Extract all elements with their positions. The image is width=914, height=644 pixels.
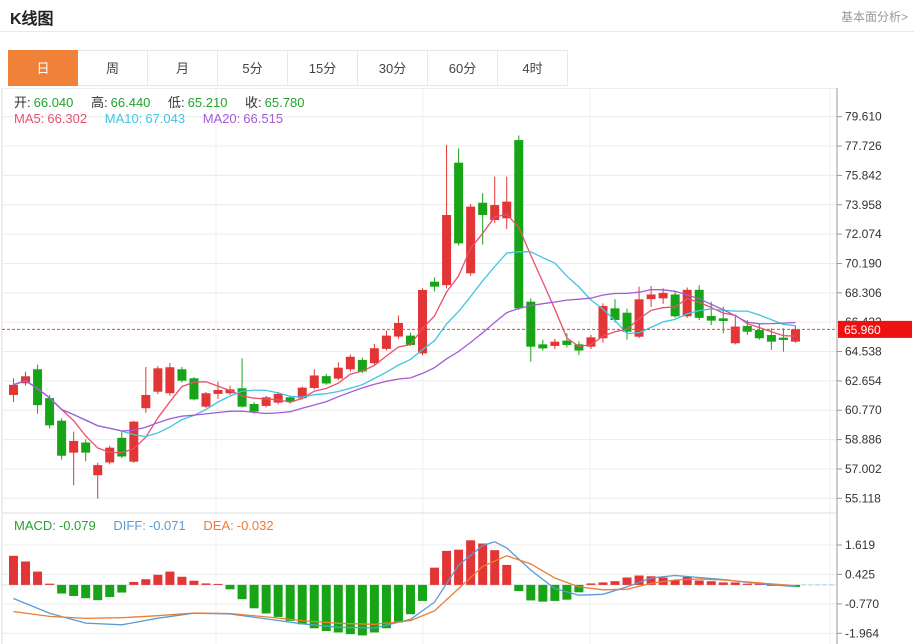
y-axis-label: 60.770 <box>845 403 882 417</box>
y-axis-label: 73.958 <box>845 198 882 212</box>
macd-y-axis-label: 1.619 <box>845 538 875 552</box>
macd-y-axis-label: -0.770 <box>845 597 879 611</box>
tab-日[interactable]: 日 <box>8 50 78 86</box>
dea-line <box>13 555 796 625</box>
low-label: 低: <box>168 95 185 110</box>
diff-line <box>13 541 796 629</box>
high-value: 66.440 <box>110 95 151 110</box>
ma20-label: MA20: <box>202 111 241 126</box>
low-value: 65.210 <box>187 95 228 110</box>
dea-label: DEA: <box>203 518 234 533</box>
tab-周[interactable]: 周 <box>78 50 148 86</box>
tab-30分[interactable]: 30分 <box>358 50 428 86</box>
dea-value: -0.032 <box>236 518 274 533</box>
diff-label: DIFF: <box>113 518 146 533</box>
period-tabs: 日周月 5分 15分 30分 60分 4时 <box>8 50 568 86</box>
header-divider <box>0 31 914 32</box>
close-label: 收: <box>245 95 262 110</box>
ma10-line <box>13 251 796 438</box>
y-axis-label: 55.118 <box>845 491 881 505</box>
y-axis-label: 75.842 <box>845 168 882 182</box>
ma5-line <box>13 213 796 454</box>
ma10-label: MA10: <box>104 111 143 126</box>
current-price-badge: 65.960 <box>838 320 912 338</box>
y-axis-label: 68.306 <box>845 286 882 300</box>
diff-value: -0.071 <box>148 518 186 533</box>
high-label: 高: <box>91 95 108 110</box>
ma-row: MA5: 66.302 MA10: 67.043 MA20: 66.515 <box>14 111 286 126</box>
open-label: 开: <box>14 95 31 110</box>
open-value: 66.040 <box>33 95 74 110</box>
y-axis-label: 72.074 <box>845 227 882 241</box>
ma20-value: 66.515 <box>243 111 284 126</box>
y-axis-label: 58.886 <box>845 433 882 447</box>
macd-row: MACD: -0.079 DIFF: -0.071 DEA: -0.032 <box>14 518 277 533</box>
ma5-label: MA5: <box>14 111 45 126</box>
current-price-value: 65.960 <box>844 323 881 337</box>
ma5-value: 66.302 <box>47 111 88 126</box>
page-title: K线图 <box>10 11 54 28</box>
y-axis-label: 57.002 <box>845 462 882 476</box>
tab-月[interactable]: 月 <box>148 50 218 86</box>
ma20-line <box>13 288 796 432</box>
tab-4时[interactable]: 4时 <box>498 50 568 86</box>
y-axis-label: 62.654 <box>845 374 882 388</box>
y-axis-label: 77.726 <box>845 139 882 153</box>
macd-value: -0.079 <box>58 518 96 533</box>
tab-15分[interactable]: 15分 <box>288 50 358 86</box>
ma10-value: 67.043 <box>145 111 186 126</box>
macd-y-axis-label: 0.425 <box>845 567 875 581</box>
candles <box>9 135 800 499</box>
macd-label: MACD: <box>14 518 56 533</box>
macd-y-axis-label: -1.964 <box>845 626 879 640</box>
y-axis-label: 64.538 <box>845 345 882 359</box>
fundamental-analysis-link[interactable]: 基本面分析> <box>840 10 908 24</box>
kline-chart-canvas[interactable]: 79.610 77.726 75.842 73.958 72.074 70.190 68.3… <box>0 88 914 644</box>
close-value: 65.780 <box>264 95 305 110</box>
tab-5分[interactable]: 5分 <box>218 50 288 86</box>
tab-60分[interactable]: 60分 <box>428 50 498 86</box>
y-axis-label: 70.190 <box>845 256 882 270</box>
ohlc-row: 开: 66.040 高: 66.440 低: 65.210 收: 65.780 <box>14 92 307 111</box>
y-axis-label: 79.610 <box>845 110 882 124</box>
